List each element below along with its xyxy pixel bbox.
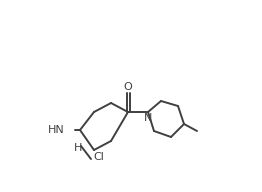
Text: H: H (74, 143, 82, 153)
Text: Cl: Cl (93, 152, 104, 162)
Text: O: O (124, 82, 132, 92)
Text: HN: HN (48, 125, 65, 135)
Text: N: N (144, 113, 152, 123)
